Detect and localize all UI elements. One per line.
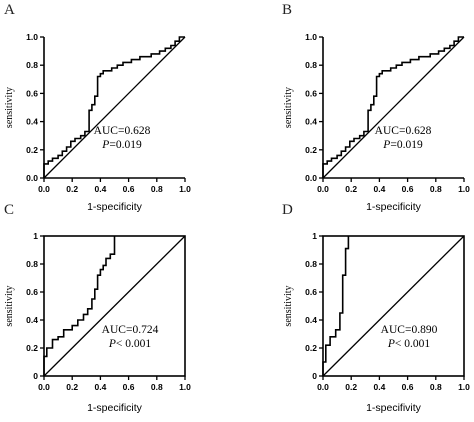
x-axis-label: 1-specificity xyxy=(87,402,143,414)
y-tick-label: 0.6 xyxy=(305,287,317,297)
p-value: =0.019 xyxy=(109,139,142,151)
x-axis-label: 1-specificity xyxy=(366,201,422,213)
roc-curve xyxy=(43,36,185,178)
y-tick-label: 0.4 xyxy=(305,315,317,325)
x-tick-label: 1.0 xyxy=(458,382,470,392)
y-tick-label: 0.2 xyxy=(26,343,38,353)
reference-diagonal xyxy=(43,235,186,377)
p-symbol: P xyxy=(101,139,109,151)
x-tick-label: 1.0 xyxy=(179,184,191,194)
panel-label-c: C xyxy=(4,202,14,218)
y-tick-label: 1 xyxy=(33,231,38,241)
p-value: =0.019 xyxy=(390,139,423,151)
x-tick-label: 0.6 xyxy=(123,382,135,392)
auc-annotation: AUC=0.628 xyxy=(375,125,432,137)
x-tick-label: 0.8 xyxy=(430,382,442,392)
y-axis-label: sensitivity xyxy=(283,87,294,128)
y-tick-label: 0 xyxy=(33,371,38,381)
p-value-annotation: P=0.019 xyxy=(101,139,142,151)
y-tick-label: 0.0 xyxy=(305,173,317,183)
y-tick-label: 1 xyxy=(312,231,317,241)
x-tick-label: 1.0 xyxy=(179,382,191,392)
y-tick-label: 0.6 xyxy=(305,88,317,98)
x-tick-label: 0.6 xyxy=(402,184,414,194)
p-value-annotation: P< 0.001 xyxy=(108,338,152,350)
roc-panel-b: B 0.0 0.2 0.4 0.6 0.8 1.0 0.0 0.2 0.4 0.6 0.8 1.0 1-s… xyxy=(282,2,470,213)
plot-frame xyxy=(322,235,465,377)
reference-diagonal xyxy=(322,235,465,377)
x-tick-label: 0.8 xyxy=(430,184,442,194)
y-tick-label: 0.2 xyxy=(26,145,38,155)
roc-panel-c: C 0.0 0.2 0.4 0.6 0.8 1.0 0 0.2 0.4 0.6 0.8 1 1-speci… xyxy=(4,202,191,414)
p-value-annotation: P< 0.001 xyxy=(387,338,431,350)
x-tick-label: 0.4 xyxy=(373,382,385,392)
y-tick-label: 0.8 xyxy=(26,60,38,70)
x-tick-label: 0.2 xyxy=(66,382,78,392)
x-tick-label: 0.4 xyxy=(373,184,385,194)
x-tick-label: 0.0 xyxy=(317,382,329,392)
x-tick-label: 0.0 xyxy=(38,382,50,392)
roc-curve xyxy=(322,236,350,376)
reference-diagonal xyxy=(322,36,465,179)
y-tick-label: 0.4 xyxy=(305,117,317,127)
x-axis-label: 1-specificity xyxy=(87,201,143,213)
y-tick-label: 0.8 xyxy=(305,60,317,70)
y-axis-label: sensitivity xyxy=(4,285,15,326)
p-symbol: P xyxy=(108,338,116,350)
panel-label-d: D xyxy=(282,202,293,218)
y-axis-label: sensitivity xyxy=(4,87,15,128)
p-symbol: P xyxy=(382,139,390,151)
x-tick-label: 0.8 xyxy=(151,382,163,392)
x-tick-label: 0.6 xyxy=(402,382,414,392)
reference-diagonal xyxy=(43,36,186,179)
p-symbol: P xyxy=(387,338,395,350)
y-tick-label: 0.2 xyxy=(305,145,317,155)
x-tick-label: 0.6 xyxy=(123,184,135,194)
y-tick-label: 0.4 xyxy=(26,315,38,325)
y-tick-label: 0.8 xyxy=(305,259,317,269)
p-value: < 0.001 xyxy=(395,338,430,350)
auc-annotation: AUC=0.890 xyxy=(381,324,438,336)
panel-label-b: B xyxy=(282,2,292,18)
y-tick-label: 0.4 xyxy=(26,117,38,127)
roc-curve xyxy=(322,36,464,178)
y-tick-label: 0.6 xyxy=(26,88,38,98)
panel-label-a: A xyxy=(4,2,15,18)
x-tick-label: 1.0 xyxy=(458,184,470,194)
y-tick-label: 0.0 xyxy=(26,173,38,183)
p-value: < 0.001 xyxy=(116,338,151,350)
x-tick-label: 0.0 xyxy=(38,184,50,194)
roc-panel-a: A 0.0 0.2 0.4 0.6 0.8 1.0 0.0 0.2 0.4 0.6 0.8 1.0 1-s… xyxy=(4,2,191,213)
x-tick-label: 0.2 xyxy=(345,382,357,392)
roc-curve xyxy=(43,236,116,376)
y-tick-label: 0.8 xyxy=(26,259,38,269)
x-tick-label: 0.8 xyxy=(151,184,163,194)
y-tick-label: 0 xyxy=(312,371,317,381)
x-tick-label: 0.4 xyxy=(94,382,106,392)
x-axis-label: 1-specifivity xyxy=(366,402,422,414)
roc-panel-d: D 0.0 0.2 0.4 0.6 0.8 1.0 0 0.2 0.4 0.6 0.8 1 1-speci… xyxy=(282,202,470,414)
auc-annotation: AUC=0.724 xyxy=(102,324,159,336)
y-tick-label: 1.0 xyxy=(26,32,38,42)
x-tick-label: 0.2 xyxy=(345,184,357,194)
y-axis-label: sensitivity xyxy=(283,285,294,326)
x-tick-label: 0.0 xyxy=(317,184,329,194)
p-value-annotation: P=0.019 xyxy=(382,139,423,151)
auc-annotation: AUC=0.628 xyxy=(94,125,151,137)
x-tick-label: 0.2 xyxy=(66,184,78,194)
y-tick-label: 0.2 xyxy=(305,343,317,353)
y-tick-label: 1.0 xyxy=(305,32,317,42)
x-tick-label: 0.4 xyxy=(94,184,106,194)
y-tick-label: 0.6 xyxy=(26,287,38,297)
